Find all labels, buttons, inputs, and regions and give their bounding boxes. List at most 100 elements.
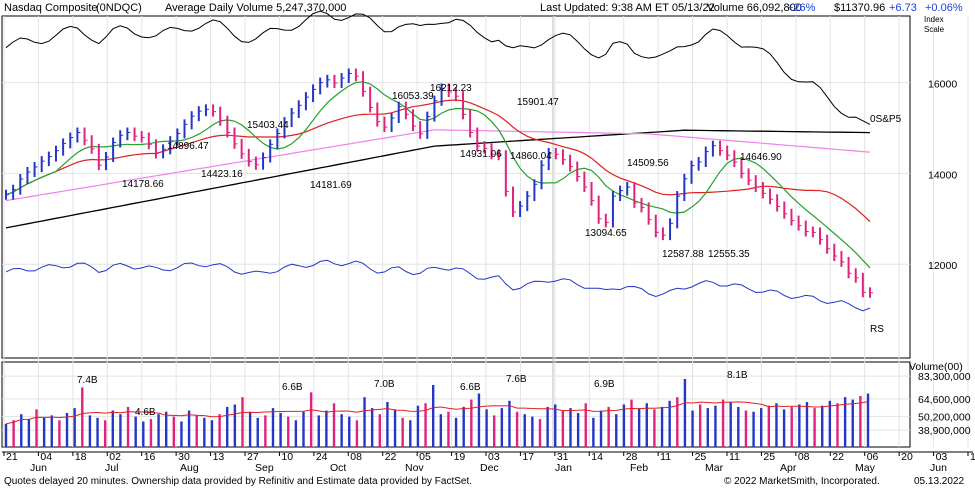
ticker-symbol: (0NDQC) [96,2,142,14]
date-tick-label: 13 [213,451,225,463]
volume-annotation: 6.9B [594,379,615,390]
price-annotation: 13094.65 [585,228,627,239]
sp500-label: 0S&P5 [870,114,902,125]
percent-change: +0.06% [925,2,963,14]
date-tick-label: 17 [522,451,534,463]
month-label: Aug [180,462,199,474]
month-label: Oct [330,462,346,474]
volume-change: +26% [787,2,816,14]
volume-annotation: 7.4B [77,375,98,386]
sp500-comparison-line [5,10,871,125]
price-annotation: 16212.23 [430,83,472,94]
volume-annotation: 7.0B [374,379,395,390]
ma-200-line [5,129,871,229]
data-disclaimer: Quotes delayed 20 minutes. Ownership dat… [4,476,473,487]
copyright: © 2022 MarketSmith, Incorporated. [724,476,880,487]
ma-21-line [5,81,871,269]
volume-tick-label: 50,200,000 [918,411,971,423]
month-label: Jun [930,462,947,474]
date-tick-label: 18 [75,451,87,463]
price-annotation: 16053.39 [392,91,434,102]
volume-tick-label: 38,900,000 [918,425,971,437]
volume-annotation: 6.6B [460,382,481,393]
index-scale-note: Index [924,15,944,24]
price-annotation: 15901.47 [517,97,559,108]
price-annotation: 15403.44 [247,120,289,131]
ma-150-line [5,129,871,202]
date-tick-label: 20 [901,451,913,463]
date-tick-label: 05 [419,451,431,463]
sp500-line [5,10,871,125]
chart-date: 05.13.2022 [914,476,965,487]
price-bars [5,68,873,298]
date-tick-label: 22 [385,451,397,463]
volume-average-line [5,401,869,425]
current-volume: Volume 66,092,800 [707,2,802,14]
date-tick-label: 27 [247,451,259,463]
date-tick-label: 28 [626,451,638,463]
price-panel-frame [1,15,911,359]
date-tick-label: 06 [867,451,879,463]
volume-annotation: 4.6B [135,407,156,418]
date-tick-label: 16 [144,451,156,463]
month-label: Mar [705,462,724,474]
price-change: +6.73 [889,2,917,14]
volume-tick-label: 64,600,000 [918,394,971,406]
date-tick-label: 11 [729,451,740,463]
volume-bars [4,378,870,447]
month-label: Sep [255,462,274,474]
date-tick-label: 25 [763,451,775,463]
price-tick-label: 16000 [928,79,957,91]
date-tick-label: 08 [798,451,810,463]
volume-annotation: 8.1B [727,370,748,381]
index-name: Nasdaq Composite [4,2,98,14]
month-label: Apr [780,462,797,474]
volume-tick-label: 83,300,000 [918,371,971,383]
month-label: Feb [630,462,648,474]
date-tick-label: 19 [454,451,466,463]
chart-header: Nasdaq Composite (0NDQC) Average Daily V… [0,0,975,16]
date-tick-label: 14 [591,451,603,463]
date-tick-label: 10 [281,451,293,463]
price-annotation: 14646.90 [740,152,782,163]
chart-axes: 21 04 18 02 16 30 13 27 10 24 08 22 05 19 03 17 31 14 28 11… [3,15,975,474]
price-tick-label: 12000 [928,260,957,272]
volume-ma-path [5,401,869,425]
price-annotation: 14178.66 [122,179,164,190]
date-tick-label: 22 [832,451,844,463]
price-annotation: 14181.69 [310,180,352,191]
price-annotation: 12555.35 [708,249,750,260]
date-tick-label: 30 [178,451,190,463]
ma-50-line [5,99,871,222]
grid-lines [2,16,969,447]
relative-strength-line [5,259,871,312]
month-label: May [855,462,876,474]
volume-annotation: 7.6B [506,374,527,385]
price-annotation: 12587.88 [662,249,704,260]
volume-axis-title: Volume(00) [909,361,963,373]
chart-frames [1,15,973,453]
moving-average-lines [5,81,871,269]
month-label: Jun [30,462,47,474]
price-tick-label: 14000 [928,169,957,181]
rs-label: RS [870,324,884,335]
average-volume: Average Daily Volume 5,247,370,000 [165,2,347,14]
date-tick-label: 03 [936,451,948,463]
date-tick-label: 21 [6,451,18,463]
price-annotation: 14860.04 [510,151,552,162]
month-label: Jan [555,462,572,474]
index-scale-note: Scale [924,25,945,34]
date-tick-label: 11 [660,451,671,463]
date-tick-label: 25 [695,451,707,463]
price-annotation: 14896.47 [167,141,209,152]
date-tick-label: 08 [350,451,362,463]
month-label: Dec [480,462,499,474]
volume-annotation: 6.6B [282,382,303,393]
date-tick-label: 17 [970,451,975,463]
rs-line-path [5,259,871,312]
chart-footer: Quotes delayed 20 minutes. Ownership dat… [0,474,975,490]
price-annotation: 14509.56 [627,158,669,169]
last-price: $11370.96 [834,2,886,14]
price-annotation: 14931.06 [460,149,502,160]
